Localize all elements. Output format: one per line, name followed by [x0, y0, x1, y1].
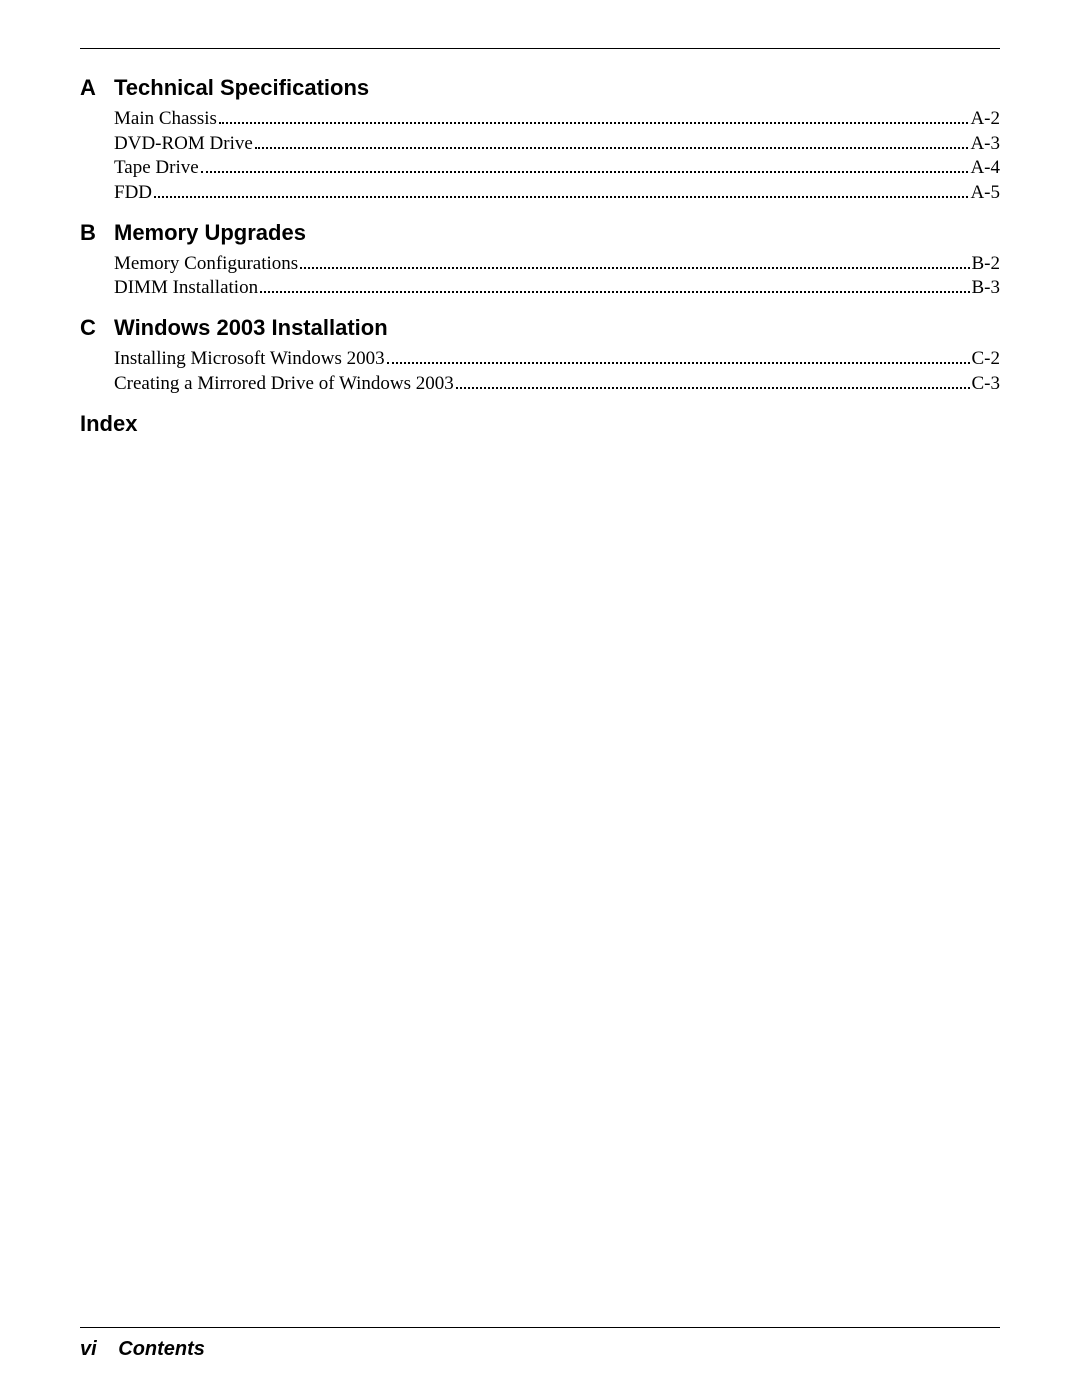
- section-header: B Memory Upgrades: [80, 220, 1000, 246]
- toc-entry: Creating a Mirrored Drive of Windows 200…: [114, 372, 1000, 397]
- footer-page-number: vi: [80, 1338, 97, 1360]
- toc-entry: DIMM Installation B-3: [114, 276, 1000, 301]
- toc-entry: FDD A-5: [114, 181, 1000, 206]
- toc-entry-label: Creating a Mirrored Drive of Windows 200…: [114, 372, 454, 397]
- toc-dots: [255, 134, 969, 149]
- toc-entry: DVD-ROM Drive A-3: [114, 132, 1000, 157]
- toc-section-c: C Windows 2003 Installation Installing M…: [80, 315, 1000, 396]
- page: A Technical Specifications Main Chassis …: [0, 0, 1080, 1397]
- section-title: Memory Upgrades: [114, 220, 306, 246]
- toc-dots: [154, 183, 968, 198]
- section-letter: A: [80, 75, 114, 101]
- toc-entry: Main Chassis A-2: [114, 107, 1000, 132]
- section-letter: B: [80, 220, 114, 246]
- toc-entry-page: B-3: [972, 276, 1001, 301]
- toc-entry: Memory Configurations B-2: [114, 252, 1000, 277]
- toc-entry-page: A-5: [970, 181, 1000, 206]
- toc-entry-label: Main Chassis: [114, 107, 217, 132]
- toc-content: A Technical Specifications Main Chassis …: [80, 75, 1000, 1327]
- toc-section-a: A Technical Specifications Main Chassis …: [80, 75, 1000, 206]
- toc-entry: Tape Drive A-4: [114, 156, 1000, 181]
- toc-entry-page: A-2: [970, 107, 1000, 132]
- toc-entry-label: Installing Microsoft Windows 2003: [114, 347, 385, 372]
- toc-entry-label: DIMM Installation: [114, 276, 258, 301]
- toc-entry-label: DVD-ROM Drive: [114, 132, 253, 157]
- top-rule: [80, 48, 1000, 49]
- toc-dots: [219, 109, 969, 124]
- toc-entry-label: Tape Drive: [114, 156, 199, 181]
- toc-entry-page: B-2: [972, 252, 1001, 277]
- bottom-rule: [80, 1327, 1000, 1328]
- footer-text: vi Contents: [80, 1338, 1000, 1361]
- toc-dots: [201, 158, 969, 173]
- toc-entry-label: FDD: [114, 181, 152, 206]
- toc-entry: Installing Microsoft Windows 2003 C-2: [114, 347, 1000, 372]
- toc-entry-page: A-4: [970, 156, 1000, 181]
- toc-dots: [300, 254, 969, 269]
- section-header: A Technical Specifications: [80, 75, 1000, 101]
- toc-dots: [456, 374, 970, 389]
- toc-entry-label: Memory Configurations: [114, 252, 298, 277]
- section-header: C Windows 2003 Installation: [80, 315, 1000, 341]
- toc-entry-page: A-3: [970, 132, 1000, 157]
- index-heading: Index: [80, 411, 1000, 437]
- section-title: Windows 2003 Installation: [114, 315, 388, 341]
- section-title: Technical Specifications: [114, 75, 369, 101]
- toc-entry-page: C-2: [972, 347, 1001, 372]
- section-letter: C: [80, 315, 114, 341]
- footer-section-label: Contents: [118, 1338, 205, 1360]
- toc-dots: [260, 278, 969, 293]
- page-footer: vi Contents: [80, 1327, 1000, 1361]
- toc-entry-page: C-3: [972, 372, 1001, 397]
- toc-dots: [387, 349, 970, 364]
- toc-section-b: B Memory Upgrades Memory Configurations …: [80, 220, 1000, 301]
